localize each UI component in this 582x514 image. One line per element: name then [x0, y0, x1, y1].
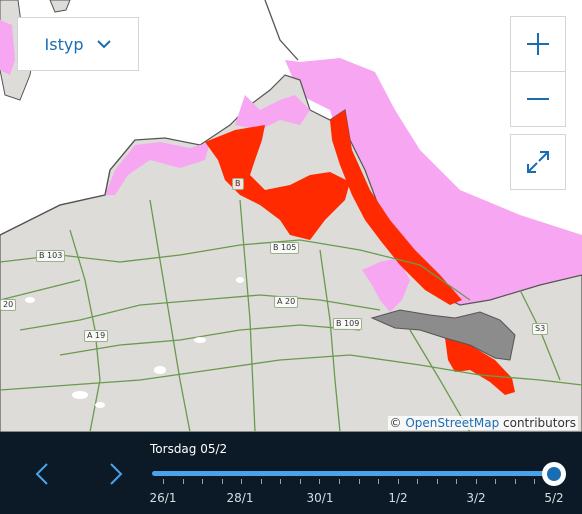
minus-icon [527, 98, 549, 100]
chevron-down-icon [97, 39, 112, 48]
attribution-suffix: contributors [503, 416, 576, 430]
road-label-a19: A 19 [84, 330, 109, 342]
road-label-s3: S3 [532, 323, 549, 335]
timeline-tick [397, 479, 399, 484]
light-ice-strip-top-left [0, 20, 15, 75]
timeline-tick [417, 479, 419, 484]
timeline-tick [436, 479, 438, 484]
zoom-in-button[interactable] [510, 16, 566, 72]
light-ice-area-north [235, 95, 310, 130]
copyright-symbol: © [389, 416, 402, 430]
timeline-tick [358, 479, 360, 484]
road-label-a20: A 20 [274, 296, 299, 308]
timeline-tick [495, 479, 497, 484]
road-label-b: B [232, 178, 244, 190]
severe-ice-area-lagoon [205, 125, 350, 240]
timeline-tick [514, 479, 516, 484]
tick-label-26-1: 26/1 [149, 491, 177, 505]
light-ice-area-west [105, 142, 210, 195]
ice-type-dropdown[interactable]: Istyp [17, 17, 139, 71]
fullscreen-button[interactable] [510, 134, 566, 190]
selected-date-label: Torsdag 05/2 [150, 442, 228, 456]
timeline-tick [319, 479, 321, 484]
light-ice-area-bay [362, 258, 410, 312]
timeline-tick [475, 479, 477, 484]
timeline-tick [182, 479, 184, 484]
tick-label-5-2: 5/2 [544, 491, 564, 505]
road-label-b105: B 105 [270, 242, 300, 254]
timeline-tick [299, 479, 301, 484]
light-ice-area-offshore [285, 58, 582, 305]
tick-label-30-1: 30/1 [306, 491, 334, 505]
timeline-tick [241, 479, 243, 484]
timeline-tick [280, 479, 282, 484]
timeline-tick [456, 479, 458, 484]
road-label-20: 20 [0, 299, 17, 311]
timeline-tick [260, 479, 262, 484]
timeline-bar: Torsdag 05/2 26/1 28/1 30/1 1/2 3/2 5/2 [0, 432, 582, 514]
coastline [0, 0, 299, 236]
severe-ice-area-southeast [445, 338, 515, 395]
timeline-tick [202, 479, 204, 484]
plus-icon [527, 33, 549, 55]
next-date-button[interactable] [102, 454, 130, 494]
shore-area-grey [370, 309, 516, 361]
osm-link[interactable]: OpenStreetMap [405, 416, 500, 430]
timeline-tick [378, 479, 380, 484]
tick-label-28-1: 28/1 [226, 491, 254, 505]
map-attribution: © OpenStreetMap contributors [387, 416, 578, 430]
island-top-center [49, 0, 71, 13]
tick-label-1-2: 1/2 [388, 491, 408, 505]
road-network [0, 199, 582, 432]
expand-icon [527, 151, 549, 173]
timeline-tick [163, 479, 164, 484]
timeline-tick [338, 479, 340, 484]
zoom-out-button[interactable] [510, 71, 566, 127]
lakes [25, 277, 244, 408]
timeline-tick [221, 479, 223, 484]
timeline-track[interactable] [152, 471, 556, 476]
timeline-tick [534, 479, 536, 484]
previous-date-button[interactable] [28, 454, 56, 494]
tick-label-3-2: 3/2 [466, 491, 486, 505]
chevron-left-icon [35, 463, 48, 485]
chevron-right-icon [110, 463, 123, 485]
road-label-b109: B 109 [333, 318, 363, 330]
ice-type-dropdown-label: Istyp [44, 34, 84, 54]
road-label-b103: B 103 [36, 250, 66, 262]
timeline-slider-handle[interactable] [542, 462, 566, 486]
